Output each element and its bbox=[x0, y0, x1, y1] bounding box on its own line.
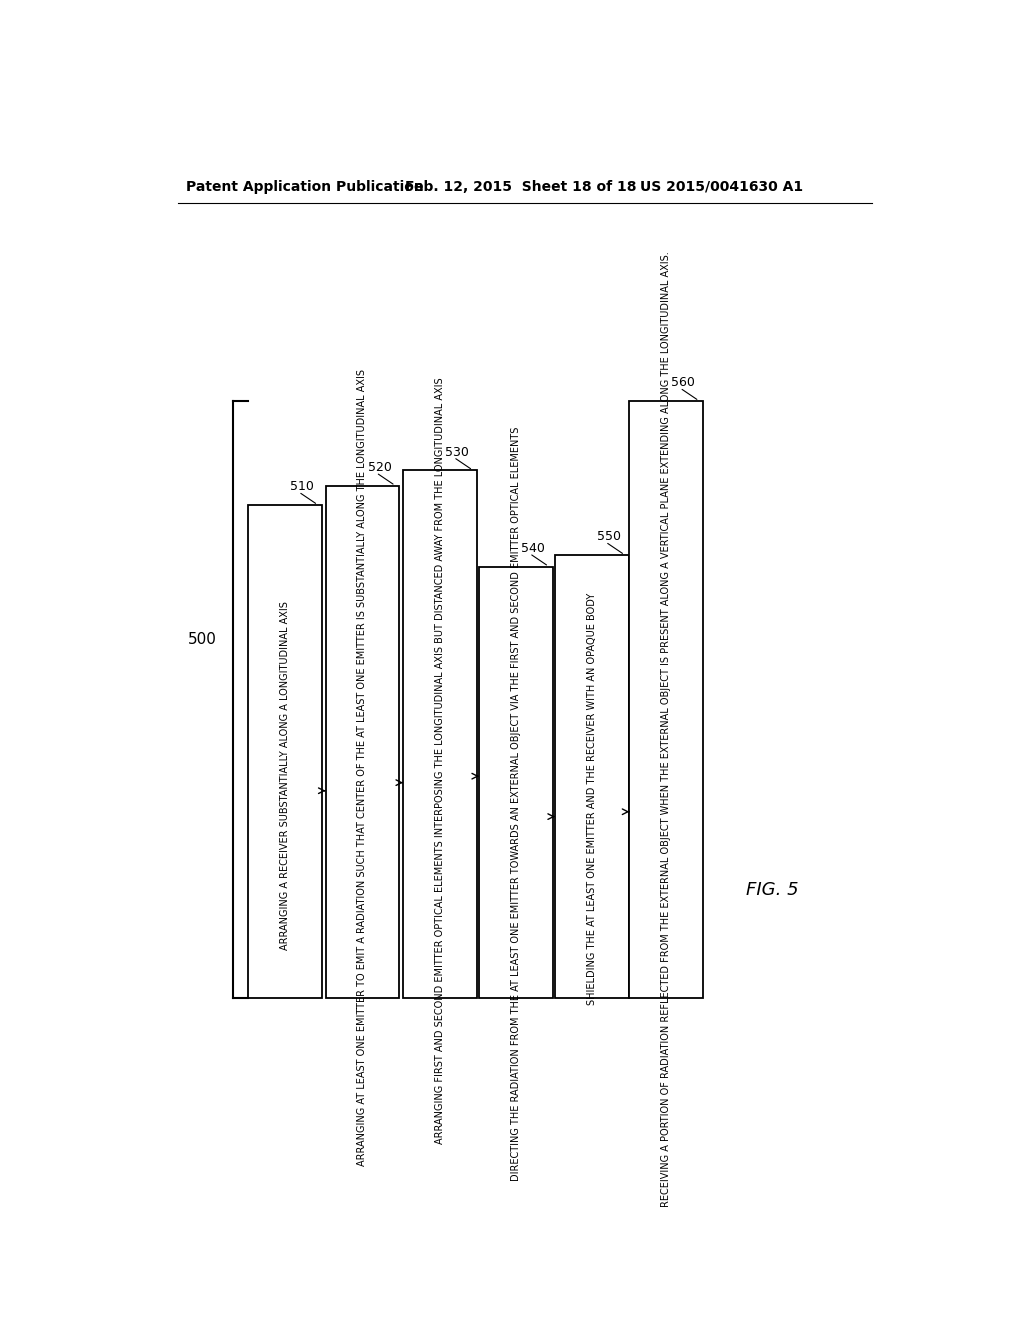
Text: RECEIVING A PORTION OF RADIATION REFLECTED FROM THE EXTERNAL OBJECT WHEN THE EXT: RECEIVING A PORTION OF RADIATION REFLECT… bbox=[662, 251, 672, 1206]
Bar bbox=[555, 554, 629, 998]
Text: Patent Application Publication: Patent Application Publication bbox=[186, 180, 424, 194]
Text: ARRANGING FIRST AND SECOND EMITTER OPTICAL ELEMENTS INTERPOSING THE LONGITUDINAL: ARRANGING FIRST AND SECOND EMITTER OPTIC… bbox=[435, 378, 445, 1143]
Text: FIG. 5: FIG. 5 bbox=[746, 880, 799, 899]
Bar bbox=[630, 401, 703, 998]
Text: 530: 530 bbox=[445, 446, 469, 459]
Text: 520: 520 bbox=[368, 461, 391, 474]
Text: 500: 500 bbox=[188, 632, 217, 647]
Text: SHIELDING THE AT LEAST ONE EMITTER AND THE RECEIVER WITH AN OPAQUE BODY: SHIELDING THE AT LEAST ONE EMITTER AND T… bbox=[587, 593, 597, 1005]
Text: 540: 540 bbox=[521, 543, 545, 554]
Text: Feb. 12, 2015  Sheet 18 of 18: Feb. 12, 2015 Sheet 18 of 18 bbox=[406, 180, 637, 194]
Text: ARRANGING A RECEIVER SUBSTANTIALLY ALONG A LONGITUDINAL AXIS: ARRANGING A RECEIVER SUBSTANTIALLY ALONG… bbox=[280, 602, 290, 950]
Text: ARRANGING AT LEAST ONE EMITTER TO EMIT A RADIATION SUCH THAT CENTER OF THE AT LE: ARRANGING AT LEAST ONE EMITTER TO EMIT A… bbox=[357, 368, 368, 1166]
Text: DIRECTING THE RADIATION FROM THE AT LEAST ONE EMITTER TOWARDS AN EXTERNAL OBJECT: DIRECTING THE RADIATION FROM THE AT LEAS… bbox=[511, 426, 521, 1181]
Text: 510: 510 bbox=[290, 480, 314, 494]
Bar bbox=[403, 470, 477, 998]
Text: 560: 560 bbox=[672, 376, 695, 389]
Bar bbox=[326, 486, 399, 998]
Bar bbox=[479, 566, 553, 998]
Text: US 2015/0041630 A1: US 2015/0041630 A1 bbox=[640, 180, 803, 194]
Text: 550: 550 bbox=[597, 531, 621, 544]
Bar bbox=[248, 506, 322, 998]
